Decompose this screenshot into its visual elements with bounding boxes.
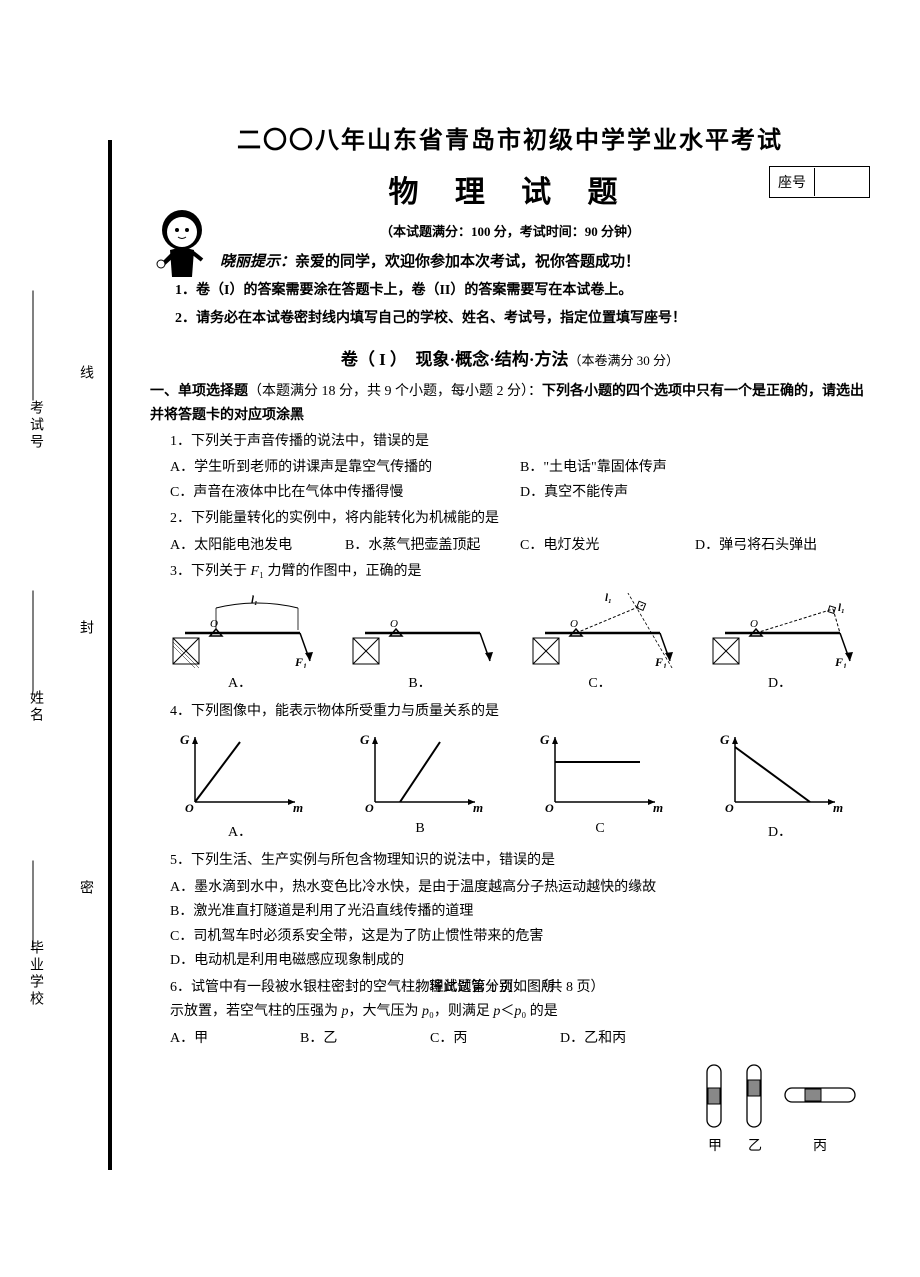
q3-fig-D: O F₁ l₁ D． [705,593,855,692]
svg-text:F₁: F₁ [654,655,667,668]
section-1-header: 卷（ I ） 现象·概念·结构·方法（本卷满分 30 分） [150,345,870,370]
svg-text:O: O [725,801,734,815]
q3-fig-C: O F₁ l₁ C． [525,593,675,692]
q4-stem: 4．下列图像中，能表示物体所受重力与质量关系的是 [170,700,870,725]
q5-stem: 5．下列生活、生产实例与所包含物理知识的说法中，错误的是 [170,849,870,874]
q6-B: B．乙 [300,1027,430,1052]
tip-line: 晓丽提示：亲爱的同学，欢迎你参加本次考试，祝你答题成功！ [220,250,870,271]
q4-figures: G m O A． G m O B [150,732,870,841]
svg-text:G: G [540,732,550,747]
q2-options: A．太阳能电池发电 B．水蒸气把壶盖顶起 C．电灯发光 D．弹弓将石头弹出 [170,534,870,559]
side-school-line [33,861,34,951]
side-examno-label: 考试号 [25,400,45,451]
svg-text:O: O [210,618,218,630]
q3-label-A: A． [165,672,315,692]
svg-text:m: m [653,800,663,815]
q6-A: A．甲 [170,1027,300,1052]
svg-text:甲: 甲 [708,1139,722,1154]
section-1-sub: （本卷满分 30 分） [569,353,680,368]
q1-C: C．声音在液体中比在气体中传播得慢 [170,481,520,506]
q2-C: C．电灯发光 [520,534,695,559]
q5-A: A．墨水滴到水中，热水变色比冷水快，是由于温度越高分子热运动越快的缘故 [170,876,870,901]
main-content: 二〇〇八年山东省青岛市初级中学学业水平考试 物 理 试 题 座号 （本试题满分：… [150,120,870,1051]
svg-text:F₁: F₁ [294,655,307,668]
seat-label: 座号 [770,167,814,197]
seat-box: 座号 [769,166,870,198]
q1-A: A．学生听到老师的讲课声是靠空气传播的 [170,456,520,481]
q3-label-D: D． [705,672,855,692]
svg-text:l₁: l₁ [838,602,845,614]
svg-text:m: m [473,800,483,815]
q6-C: C．丙 [430,1027,560,1052]
tip-text: 亲爱的同学，欢迎你参加本次考试，祝你答题成功！ [295,253,640,270]
q5-B: B．激光准直打隧道是利用了光沿直线传播的道理 [170,900,870,925]
seal-char-3: 线 [75,365,95,382]
q4-fig-D: G m O D． [715,732,845,841]
q4-label-A: A． [175,821,305,841]
svg-text:O: O [365,801,374,815]
side-bar: 毕业学校 姓名 考试号 密 封 线 [15,120,115,1120]
q1-stem: 1．下列关于声音传播的说法中，错误的是 [170,430,870,455]
q3-fig-B: O l₁ B． [345,593,495,692]
q4-label-C: C [535,821,665,837]
side-name-label: 姓名 [25,690,45,724]
rule-1: 1．卷（I）的答案需要涂在答题卡上，卷（II）的答案需要写在本试卷上。 [175,279,870,299]
seal-char-1: 密 [75,880,95,897]
svg-text:G: G [720,732,730,747]
q4-fig-A: G m O A． [175,732,305,841]
svg-text:O: O [545,801,554,815]
svg-text:m: m [293,800,303,815]
svg-text:m: m [833,800,843,815]
exam-info: （本试题满分：100 分，考试时间：90 分钟） [150,221,870,240]
svg-text:l₁: l₁ [605,593,612,604]
svg-text:G: G [180,732,190,747]
q1-options: A．学生听到老师的讲课声是靠空气传播的 B．"土电话"靠固体传声 C．声音在液体… [170,456,870,505]
rule-2: 2．请务必在本试卷密封线内填写自己的学校、姓名、考试号，指定位置填写座号！ [175,307,870,327]
svg-text:丙: 丙 [813,1139,827,1154]
q2-stem: 2．下列能量转化的实例中，将内能转化为机械能的是 [170,507,870,532]
q2-B: B．水蒸气把壶盖顶起 [345,534,520,559]
svg-text:l₁: l₁ [251,594,258,606]
q5-options: A．墨水滴到水中，热水变色比冷水快，是由于温度越高分子热运动越快的缘故 B．激光… [170,876,870,974]
q6-figure: 甲 乙 丙 [695,1060,865,1150]
q2-A: A．太阳能电池发电 [170,534,345,559]
svg-text:O: O [750,618,758,630]
page-footer: 物理试题第 1 页 （共 8 页） [150,976,870,996]
q3-fig-A: O F₁ l₁ A． [165,593,315,692]
q6-D: D．乙和丙 [560,1027,690,1052]
side-examno-line [33,291,34,401]
svg-text:O: O [390,618,398,630]
q3-stem: 3．下列关于 F₁ 力臂的作图中，正确的是 [170,560,870,585]
q4-fig-B: G m O B [355,732,485,841]
q4-label-D: D． [715,821,845,841]
q3-label-C: C． [525,672,675,692]
tip-label: 晓丽提示： [220,254,295,270]
sub-title: 物 理 试 题 [150,167,870,211]
q4-fig-C: G m O C [535,732,665,841]
side-school-label: 毕业学校 [25,940,45,1008]
q3-label-B: B． [345,672,495,692]
q6-options: A．甲 B．乙 C．丙 D．乙和丙 [170,1027,690,1052]
cartoon-icon [150,202,215,292]
q5-C: C．司机驾车时必须系安全带，这是为了防止惯性带来的危害 [170,925,870,950]
q5-D: D．电动机是利用电磁感应现象制成的 [170,949,870,974]
q1-B: B．"土电话"靠固体传声 [520,456,870,481]
q2-D: D．弹弓将石头弹出 [695,534,870,559]
svg-text:O: O [570,618,578,630]
seat-input[interactable] [814,168,869,196]
svg-text:O: O [185,801,194,815]
q1-D: D．真空不能传声 [520,481,870,506]
svg-text:G: G [360,732,370,747]
section-1-title: 卷（ I ） 现象·概念·结构·方法 [341,350,569,369]
q3-figures: O F₁ l₁ A． O l₁ [150,593,870,692]
q4-label-B: B [355,821,485,837]
side-name-line [33,591,34,691]
part-1-header: 一、单项选择题（本题满分 18 分，共 9 个小题，每小题 2 分）：下列各小题… [150,380,870,428]
svg-text:乙: 乙 [748,1138,762,1154]
seal-char-2: 封 [75,620,95,637]
main-title: 二〇〇八年山东省青岛市初级中学学业水平考试 [150,120,870,155]
svg-text:F₁: F₁ [834,655,847,668]
